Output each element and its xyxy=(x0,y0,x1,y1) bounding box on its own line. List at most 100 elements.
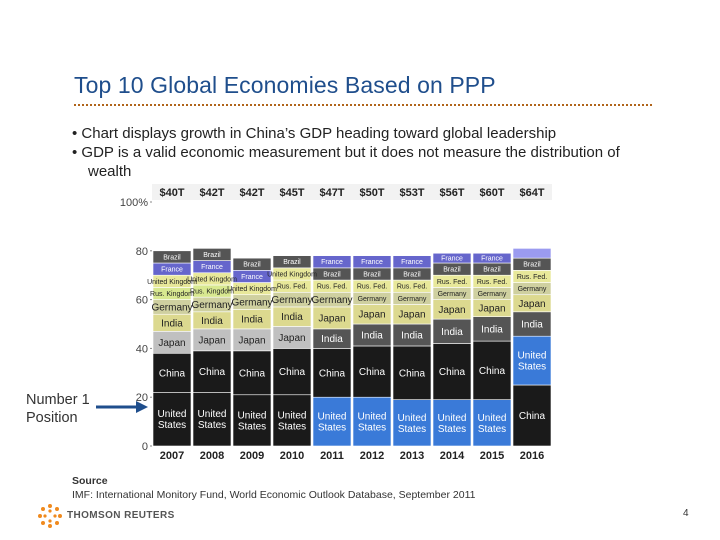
segment-label: Japan xyxy=(438,305,465,316)
x-tick-label: 2010 xyxy=(280,450,304,462)
segment-label: Germany xyxy=(398,296,427,303)
bar-segment xyxy=(153,202,191,251)
segment-label: Brazil xyxy=(283,259,301,266)
segment-label: Germany xyxy=(518,286,547,293)
segment-label: Brazil xyxy=(363,271,381,278)
bullet-2: • GDP is a valid economic measurement bu… xyxy=(72,144,620,161)
bar-total-label: $64T xyxy=(519,187,544,199)
segment-label: India xyxy=(481,324,503,335)
segment-label: France xyxy=(321,259,343,266)
segment-label: Japan xyxy=(398,310,425,321)
y-tick-label: 20 xyxy=(136,392,148,404)
y-tick-label: 0 xyxy=(142,441,148,453)
segment-label: Brazil xyxy=(323,271,341,278)
bar-segment xyxy=(272,394,312,447)
bar-segment xyxy=(432,318,472,344)
bar-segment xyxy=(312,396,352,447)
bar-segment xyxy=(232,350,272,396)
source-block: Source IMF: International Monitory Fund,… xyxy=(72,474,475,502)
segment-label: Rus. Kingdom xyxy=(190,289,234,296)
segment-label: Japan xyxy=(358,310,385,321)
segment-label: India xyxy=(521,320,543,331)
segment-label: States xyxy=(478,424,506,435)
segment-label: India xyxy=(201,316,223,327)
segment-label: Japan xyxy=(318,313,345,324)
bar-segment xyxy=(352,396,392,447)
thomson-reuters-logo xyxy=(38,504,62,528)
x-tick-label: 2013 xyxy=(400,450,424,462)
segment-label: France xyxy=(161,267,183,274)
segment-label: Rus. Fed. xyxy=(277,284,307,291)
bar-total-label: $40T xyxy=(159,187,184,199)
side-label-line1: Number 1 xyxy=(26,392,90,408)
segment-label: United xyxy=(158,409,187,420)
segment-label: States xyxy=(358,423,386,434)
title-divider xyxy=(74,104,652,106)
segment-label: China xyxy=(239,368,266,379)
segment-label: Germany xyxy=(271,295,312,306)
segment-label: China xyxy=(279,367,306,378)
segment-label: States xyxy=(158,420,186,431)
segment-label: Japan xyxy=(198,335,225,346)
bar-segment xyxy=(152,392,192,447)
segment-label: China xyxy=(319,368,346,379)
bar-segment xyxy=(193,202,231,249)
segment-label: Germany xyxy=(191,300,232,311)
bar-total-label: $50T xyxy=(359,187,384,199)
segment-label: States xyxy=(518,362,546,373)
segment-label: Germany xyxy=(358,296,387,303)
segment-label: United xyxy=(478,413,507,424)
segment-label: China xyxy=(199,367,226,378)
segment-label: Rus. Fed. xyxy=(477,279,507,286)
segment-label: Brazil xyxy=(243,262,261,269)
segment-label: India xyxy=(241,315,263,326)
bar-segment xyxy=(353,202,391,256)
bar-total-label: $47T xyxy=(319,187,344,199)
bar-segment xyxy=(152,352,192,393)
segment-label: United xyxy=(398,413,427,424)
bar-segment xyxy=(432,343,472,400)
bar-segment xyxy=(392,345,432,400)
segment-label: India xyxy=(401,330,423,341)
segment-label: China xyxy=(439,367,466,378)
bars xyxy=(152,202,552,447)
segment-label: Japan xyxy=(478,304,505,315)
bar-segment xyxy=(273,202,311,256)
segment-label: United Kingdom xyxy=(147,279,197,286)
segment-label: United xyxy=(238,410,267,421)
arrow xyxy=(96,401,148,413)
bar-segment xyxy=(512,384,552,447)
y-axis: 0 20 40 60 80 100% xyxy=(120,184,552,453)
segment-label: Japan xyxy=(278,333,305,344)
segment-label: Brazil xyxy=(523,262,541,269)
x-tick-label: 2014 xyxy=(440,450,465,462)
segment-label: United Kingdom xyxy=(227,286,277,293)
bar-segment xyxy=(272,348,312,396)
bar-segment xyxy=(232,394,272,447)
segment-label: Brazil xyxy=(403,271,421,278)
bar-total-label: $42T xyxy=(199,187,224,199)
segment-label: United xyxy=(358,412,387,423)
segment-label: States xyxy=(238,421,266,432)
bar-segment xyxy=(312,348,352,398)
segment-label: India xyxy=(161,318,183,329)
segment-label: United xyxy=(278,410,307,421)
x-tick-label: 2007 xyxy=(160,450,184,462)
segment-label: Rus. Fed. xyxy=(517,274,547,281)
y-tick-label: 100% xyxy=(120,197,148,209)
bar-segment xyxy=(392,399,432,447)
segment-label: Japan xyxy=(518,299,545,310)
segment-label: Japan xyxy=(238,335,265,346)
bar-segment xyxy=(393,202,431,256)
arrow-head xyxy=(136,401,148,413)
segment-label: Germany xyxy=(231,298,272,309)
totals-strip xyxy=(152,184,552,200)
bar-segment xyxy=(233,202,271,259)
bar-segment xyxy=(192,392,232,447)
x-tick-label: 2009 xyxy=(240,450,264,462)
segment-label: United Kingdom xyxy=(187,276,237,283)
bar-segment xyxy=(472,316,512,342)
bar-total-label: $45T xyxy=(279,187,304,199)
segment-label: States xyxy=(318,423,346,434)
